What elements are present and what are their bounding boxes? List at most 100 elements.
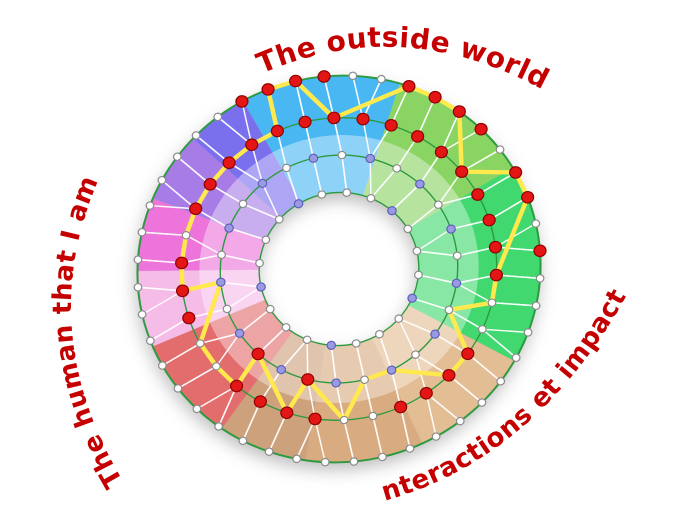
node-white[interactable]: [531, 301, 541, 310]
node-red[interactable]: [461, 347, 475, 361]
node-white[interactable]: [238, 436, 248, 446]
node-white[interactable]: [411, 350, 420, 359]
node-white[interactable]: [133, 283, 143, 292]
node-white[interactable]: [366, 193, 376, 203]
node-white[interactable]: [337, 150, 347, 160]
node-purple[interactable]: [293, 199, 304, 209]
node-white[interactable]: [375, 330, 384, 339]
node-white[interactable]: [195, 339, 205, 348]
node-red[interactable]: [203, 177, 217, 191]
node-red[interactable]: [298, 115, 312, 129]
node-red[interactable]: [488, 240, 503, 254]
node-white[interactable]: [282, 163, 291, 173]
node-white[interactable]: [173, 384, 183, 393]
node-purple[interactable]: [415, 179, 425, 189]
node-red[interactable]: [280, 406, 294, 420]
node-purple[interactable]: [257, 178, 268, 189]
node-red[interactable]: [235, 95, 249, 109]
node-white[interactable]: [157, 361, 167, 370]
node-red[interactable]: [474, 122, 488, 136]
node-white[interactable]: [339, 415, 349, 425]
node-red[interactable]: [175, 256, 189, 270]
node-purple[interactable]: [407, 293, 417, 303]
node-purple[interactable]: [276, 365, 287, 375]
node-red[interactable]: [253, 395, 267, 409]
node-red[interactable]: [410, 129, 425, 143]
node-white[interactable]: [487, 298, 497, 307]
node-red[interactable]: [489, 268, 503, 282]
node-white[interactable]: [511, 353, 521, 362]
node-white[interactable]: [181, 231, 191, 240]
node-white[interactable]: [172, 152, 182, 161]
node-white[interactable]: [157, 176, 167, 185]
node-white[interactable]: [433, 200, 443, 209]
node-red[interactable]: [482, 213, 496, 227]
node-white[interactable]: [133, 255, 143, 264]
node-purple[interactable]: [365, 153, 376, 164]
node-red[interactable]: [189, 202, 203, 216]
node-white[interactable]: [265, 304, 275, 314]
node-white[interactable]: [477, 325, 487, 334]
node-red[interactable]: [402, 79, 416, 93]
node-white[interactable]: [392, 164, 402, 173]
node-white[interactable]: [351, 339, 361, 348]
node-red[interactable]: [452, 105, 466, 119]
node-red[interactable]: [442, 368, 456, 382]
node-purple[interactable]: [386, 365, 397, 375]
node-white[interactable]: [496, 377, 506, 386]
node-red[interactable]: [428, 90, 442, 104]
node-white[interactable]: [495, 145, 505, 154]
node-red[interactable]: [521, 190, 535, 204]
node-purple[interactable]: [446, 224, 456, 234]
node-white[interactable]: [348, 71, 358, 81]
node-white[interactable]: [349, 457, 359, 466]
node-red[interactable]: [261, 82, 275, 96]
node-white[interactable]: [261, 235, 271, 245]
node-white[interactable]: [455, 416, 465, 426]
node-white[interactable]: [191, 131, 201, 140]
node-red[interactable]: [327, 111, 341, 125]
node-white[interactable]: [255, 258, 264, 268]
node-purple[interactable]: [216, 277, 226, 287]
node-white[interactable]: [431, 432, 441, 441]
node-red[interactable]: [270, 124, 284, 138]
node-red[interactable]: [317, 70, 331, 84]
node-white[interactable]: [214, 422, 224, 431]
node-red[interactable]: [419, 386, 433, 400]
node-white[interactable]: [192, 404, 202, 414]
node-white[interactable]: [403, 224, 413, 234]
node-white[interactable]: [264, 447, 274, 456]
node-white[interactable]: [444, 305, 454, 315]
node-red[interactable]: [175, 284, 190, 298]
node-red[interactable]: [301, 373, 315, 387]
node-white[interactable]: [137, 310, 147, 319]
node-white[interactable]: [222, 304, 232, 314]
node-red[interactable]: [251, 347, 265, 361]
node-red[interactable]: [222, 156, 236, 170]
node-white[interactable]: [145, 201, 155, 210]
node-white[interactable]: [531, 219, 541, 228]
node-white[interactable]: [137, 228, 147, 237]
node-white[interactable]: [317, 190, 327, 199]
node-purple[interactable]: [430, 329, 440, 339]
node-white[interactable]: [320, 457, 330, 467]
node-white[interactable]: [452, 251, 462, 260]
node-red[interactable]: [245, 138, 259, 152]
node-white[interactable]: [360, 375, 369, 384]
node-white[interactable]: [211, 362, 221, 371]
node-purple[interactable]: [451, 278, 462, 288]
node-white[interactable]: [213, 112, 223, 122]
node-red[interactable]: [434, 145, 448, 159]
node-red[interactable]: [533, 244, 547, 258]
node-white[interactable]: [302, 335, 312, 345]
node-white[interactable]: [412, 246, 422, 256]
node-white[interactable]: [342, 188, 352, 197]
node-purple[interactable]: [308, 153, 319, 163]
node-purple[interactable]: [331, 378, 341, 388]
node-red[interactable]: [508, 166, 523, 180]
node-white[interactable]: [376, 74, 386, 84]
node-white[interactable]: [405, 444, 415, 453]
node-white[interactable]: [274, 215, 284, 224]
node-purple[interactable]: [326, 340, 337, 351]
node-red[interactable]: [356, 112, 370, 126]
